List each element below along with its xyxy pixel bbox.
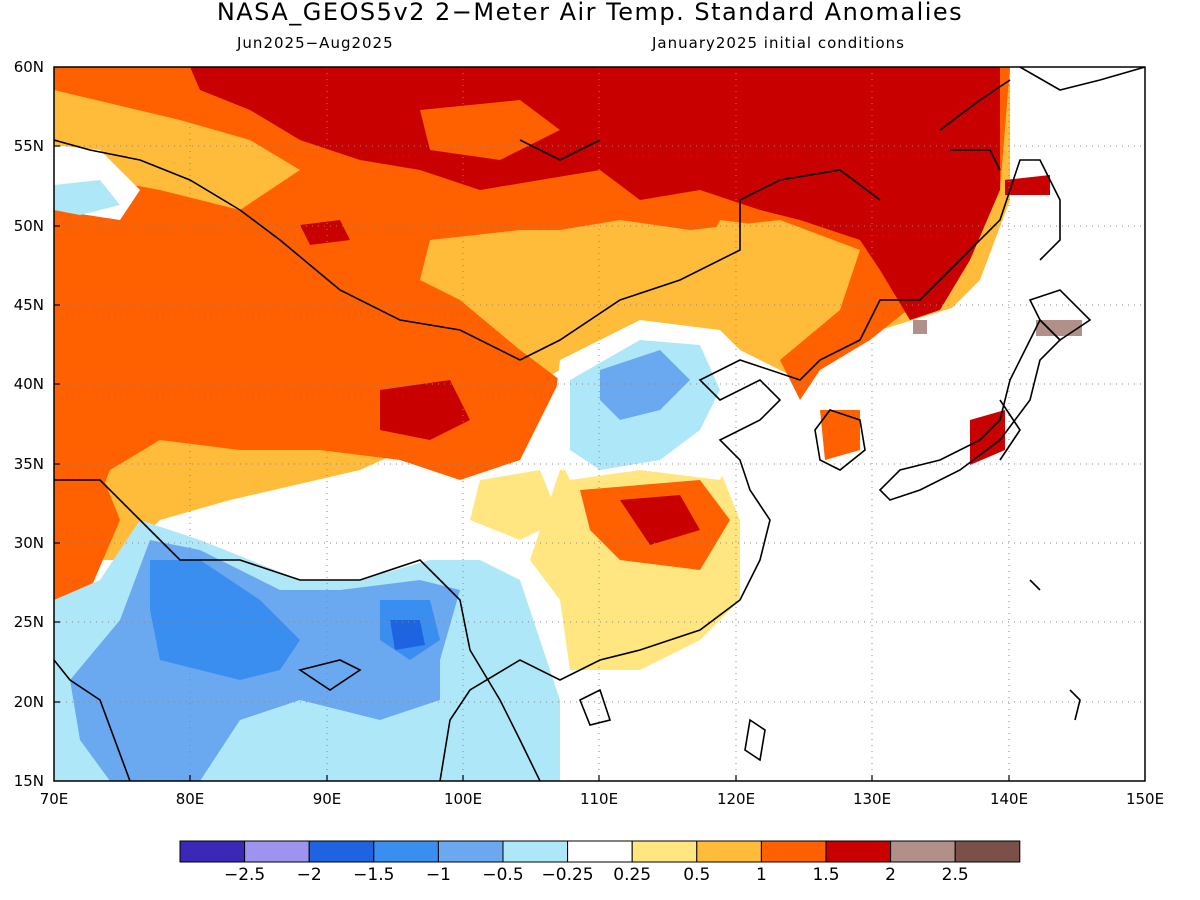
anomaly-fields <box>54 67 1145 781</box>
lon-label: 90E <box>312 790 342 808</box>
lon-label: 110E <box>579 790 619 808</box>
lat-label: 50N <box>13 217 44 235</box>
colorbar-swatch <box>760 840 827 863</box>
colorbar-label: −0.5 <box>482 865 524 885</box>
lat-label: 60N <box>13 58 44 76</box>
colorbar-label: −1.5 <box>353 865 395 885</box>
lat-label: 55N <box>13 137 44 155</box>
colorbar-swatch <box>502 840 569 863</box>
colorbar-swatch <box>179 840 246 863</box>
colorbar-swatch <box>954 840 1021 863</box>
colorbar-label: −1 <box>425 865 451 885</box>
colorbar-swatch <box>308 840 375 863</box>
colorbar-label: 1 <box>755 865 767 885</box>
colorbar-swatch <box>373 840 439 863</box>
colorbar-label: −0.25 <box>541 865 594 885</box>
lon-label: 120E <box>716 790 756 808</box>
lat-label: 45N <box>13 296 44 314</box>
colorbar-swatch <box>631 840 698 863</box>
lon-label: 80E <box>175 790 205 808</box>
lon-label: 130E <box>852 790 892 808</box>
colorbar-swatch <box>567 840 633 863</box>
lon-label: 100E <box>443 790 483 808</box>
coastlines <box>54 67 1145 781</box>
graticule <box>54 67 1145 781</box>
colorbar-label: −2 <box>296 865 322 885</box>
colorbar-label: 0.25 <box>613 865 652 885</box>
colorbar-swatch <box>437 840 504 863</box>
colorbar-label: 2 <box>885 865 896 885</box>
lat-label: 20N <box>13 693 44 711</box>
colorbar-swatch <box>696 840 762 863</box>
lat-label: 30N <box>13 534 44 552</box>
map-title: NASA_GEOS5v2 2−Meter Air Temp. Standard … <box>216 0 964 26</box>
field-cold-1 <box>150 560 300 680</box>
colorbar-swatch <box>825 840 892 863</box>
colorbar-label: 2.5 <box>941 865 969 885</box>
lat-label: 15N <box>13 772 44 790</box>
colorbar-label: 1.5 <box>812 865 840 885</box>
colorbar-swatch <box>890 840 956 863</box>
colorbar-label: −2.5 <box>223 865 266 885</box>
forecast-period: Jun2025−Aug2025 <box>237 34 394 52</box>
lon-label: 140E <box>989 790 1029 808</box>
lat-label: 25N <box>13 613 44 631</box>
initial-conditions: January2025 initial conditions <box>652 34 905 52</box>
colorbar-swatch <box>244 840 310 863</box>
lat-label: 35N <box>13 455 44 473</box>
colorbar-label: 0.5 <box>683 865 711 885</box>
lon-label: 70E <box>39 790 69 808</box>
lat-label: 40N <box>13 375 44 393</box>
field-warm-2 <box>190 67 1000 320</box>
lon-label: 150E <box>1125 790 1165 808</box>
